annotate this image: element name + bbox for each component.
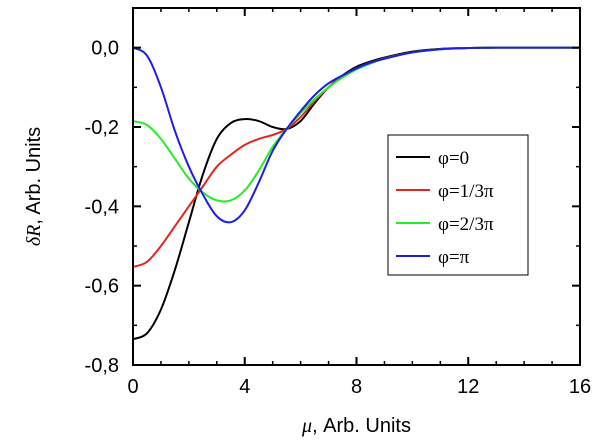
x-tick-label: 12 xyxy=(457,376,479,398)
y-tick-label: -0,4 xyxy=(85,196,119,218)
legend-label-2: φ=2/3π xyxy=(438,214,494,235)
y-axis-symbol: δR xyxy=(23,225,45,247)
legend-label-0: φ=0 xyxy=(438,148,469,169)
x-tick-label: 16 xyxy=(569,376,591,398)
legend: φ=0 φ=1/3π φ=2/3π φ=π xyxy=(387,134,529,276)
y-tick-label: -0,2 xyxy=(85,117,119,139)
x-tick-label: 8 xyxy=(351,376,362,398)
legend-label-3: φ=π xyxy=(438,247,470,268)
y-tick-label: -0,6 xyxy=(85,276,119,298)
y-tick-label: -0,8 xyxy=(85,355,119,377)
x-tick-label: 0 xyxy=(127,376,138,398)
x-tick-label: 4 xyxy=(239,376,250,398)
series-curves xyxy=(132,46,580,341)
tick-labels: 0 4 8 12 16 0,0 -0,2 -0,4 -0,6 -0,8 xyxy=(85,38,592,398)
x-axis-symbol: μ xyxy=(301,415,312,437)
x-axis-label: μ, Arb. Units xyxy=(301,415,411,437)
series-line-3 xyxy=(132,46,580,224)
legend-label-1: φ=1/3π xyxy=(438,181,494,202)
y-tick-label: 0,0 xyxy=(91,38,119,60)
x-axis-suffix: , Arb. Units xyxy=(312,415,411,437)
legend-box xyxy=(387,134,529,276)
y-axis-suffix: , Arb. Units xyxy=(23,127,45,225)
axis-ticks xyxy=(132,7,581,366)
y-axis-label: δR, Arb. Units xyxy=(23,127,45,246)
